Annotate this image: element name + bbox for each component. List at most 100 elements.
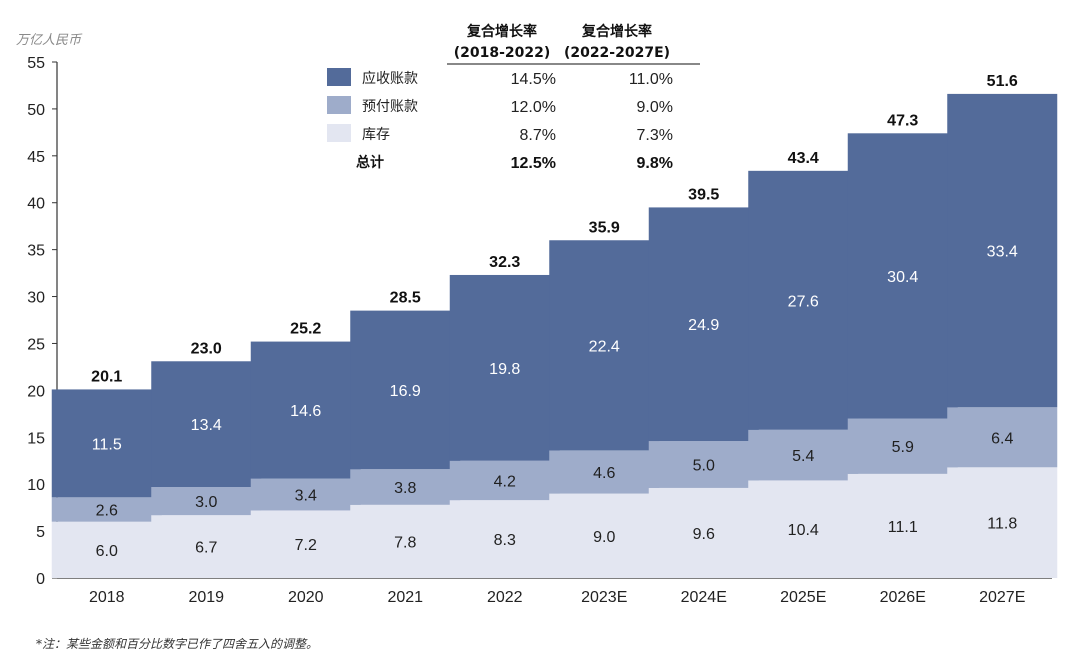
segment-value-label: 9.0	[593, 529, 615, 546]
total-value-label: 47.3	[887, 112, 918, 129]
bar-segment-inventory	[350, 504, 461, 578]
segment-value-label: 5.4	[792, 448, 814, 465]
segment-value-label: 22.4	[589, 338, 620, 355]
x-tick-label: 2026E	[880, 589, 926, 606]
bar-segment-prepayments	[51, 497, 162, 522]
cagr-legend-table: 复合增长率 (2018-2022) 复合增长率 (2022-2027E) 应收账款 14.…	[327, 23, 700, 172]
segment-value-label: 5.9	[892, 439, 914, 456]
x-tick-label: 2020	[288, 589, 324, 606]
segment-value-label: 6.7	[195, 540, 217, 557]
x-tick-label: 2021	[387, 589, 423, 606]
y-tick-label: 20	[27, 383, 45, 400]
bar-segment-prepayments	[947, 407, 1058, 468]
segment-value-label: 6.0	[96, 543, 118, 560]
segment-value-label: 24.9	[688, 317, 719, 334]
bar-segment-prepayments	[549, 450, 660, 494]
footnote: *注：某些金额和百分比数字已作了四舍五入的调整。	[36, 637, 318, 651]
segment-value-label: 10.4	[788, 522, 819, 539]
bar-segment-receivables	[847, 133, 958, 419]
cagr-header-line1: 复合增长率	[581, 23, 652, 40]
y-tick-label: 10	[27, 477, 45, 494]
cagr-value-2022-2027: 9.0%	[637, 99, 673, 116]
cagr-value-2022-2027: 9.8%	[637, 155, 673, 172]
segment-value-label: 11.8	[987, 516, 1017, 533]
x-axis: 2018 2019 2020 2021 2022 2023E 2024E 2025E 2026E…	[57, 577, 1052, 606]
y-tick-label: 45	[27, 149, 45, 166]
bar-segment-receivables	[449, 274, 560, 461]
bar-segment-receivables	[350, 310, 461, 470]
bar-segment-receivables	[51, 389, 162, 498]
bar-segment-inventory	[250, 510, 361, 578]
bar-segment-inventory	[748, 480, 859, 578]
total-value-label: 39.5	[688, 186, 719, 203]
legend-swatch-receivables	[327, 68, 351, 86]
cagr-value-2018-2022: 12.5%	[511, 155, 556, 172]
y-axis: 0 5 10 15 20 25 30 35 40 45 50 55	[27, 55, 58, 588]
bar-segment-prepayments	[350, 469, 461, 505]
bar-segment-inventory	[549, 493, 660, 578]
y-tick-label: 15	[27, 430, 45, 447]
y-tick-label: 5	[36, 524, 45, 541]
segment-value-label: 16.9	[390, 383, 421, 400]
bar-segment-prepayments	[250, 478, 361, 511]
segment-value-label: 7.2	[295, 537, 317, 554]
total-value-label: 51.6	[987, 73, 1018, 90]
total-value-label: 25.2	[290, 321, 321, 338]
bar-segment-inventory	[449, 500, 560, 578]
bar-segment-prepayments	[151, 486, 262, 516]
segment-value-label: 3.0	[195, 494, 217, 511]
total-value-label: 20.1	[91, 368, 122, 385]
bar-segment-prepayments	[449, 460, 560, 501]
y-tick-label: 50	[27, 102, 45, 119]
segment-value-label: 27.6	[788, 293, 819, 310]
bar-segment-receivables	[549, 240, 660, 451]
unit-label: 万亿人民币	[16, 33, 83, 48]
y-tick-label: 55	[27, 55, 45, 72]
total-value-label: 28.5	[390, 290, 421, 307]
bar-segment-inventory	[947, 467, 1058, 578]
segment-value-label: 9.6	[693, 526, 715, 543]
total-value-label: 35.9	[589, 219, 620, 236]
segment-value-label: 3.8	[394, 480, 416, 497]
cagr-header-line2: (2018-2022)	[454, 45, 551, 61]
total-value-label: 23.0	[191, 340, 222, 357]
legend-swatch-prepayments	[327, 96, 351, 114]
cagr-value-2018-2022: 8.7%	[520, 127, 556, 144]
bar-segment-receivables	[748, 170, 859, 430]
y-tick-label: 40	[27, 196, 45, 213]
bar-segment-receivables	[947, 93, 1058, 408]
total-value-label: 43.4	[788, 150, 819, 167]
x-tick-label: 2018	[89, 589, 125, 606]
cagr-header-line1: 复合增长率	[466, 23, 537, 40]
segment-value-label: 13.4	[191, 417, 222, 434]
y-tick-label: 30	[27, 290, 45, 307]
total-value-label: 32.3	[489, 254, 520, 271]
legend-swatch-inventory	[327, 124, 351, 142]
x-tick-label: 2024E	[681, 589, 727, 606]
segment-value-label: 6.4	[991, 430, 1013, 447]
legend-series-name: 应收账款	[362, 70, 418, 87]
cagr-value-2022-2027: 7.3%	[637, 127, 673, 144]
cagr-value-2022-2027: 11.0%	[629, 71, 673, 88]
segment-value-label: 8.3	[494, 532, 516, 549]
segment-value-label: 3.4	[295, 488, 317, 505]
cagr-value-2018-2022: 12.0%	[511, 99, 556, 116]
x-tick-label: 2023E	[581, 589, 627, 606]
segment-value-label: 11.5	[92, 436, 122, 453]
y-tick-label: 35	[27, 243, 45, 260]
x-tick-label: 2022	[487, 589, 523, 606]
segment-value-label: 19.8	[489, 361, 520, 378]
segment-value-label: 30.4	[887, 269, 918, 286]
segment-value-label: 2.6	[96, 503, 118, 520]
bar-segment-receivables	[648, 207, 759, 442]
x-tick-label: 2027E	[979, 589, 1025, 606]
legend-series-name: 库存	[362, 127, 390, 143]
segment-value-label: 11.1	[888, 519, 918, 536]
cagr-value-2018-2022: 14.5%	[511, 71, 556, 88]
bar-segment-prepayments	[847, 418, 958, 474]
segment-value-label: 5.0	[693, 457, 715, 474]
bar-segment-prepayments	[648, 441, 759, 488]
bar-segment-inventory	[847, 473, 958, 578]
bars: 6.0 2.6 11.5 20.1 6.7 3.0 13.4 23.0 7.2 3.4 14.6 25…	[51, 73, 1058, 578]
